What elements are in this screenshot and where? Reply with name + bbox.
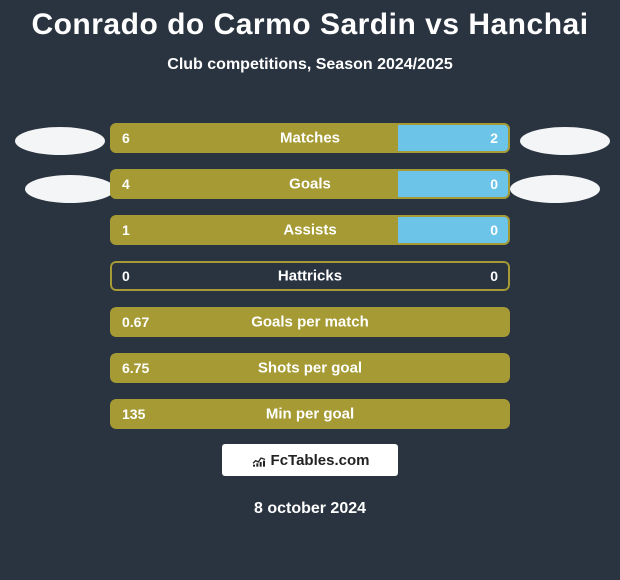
stat-label: Assists	[110, 222, 510, 239]
stat-row: Matches6 2	[110, 123, 510, 153]
stat-label: Matches	[110, 130, 510, 147]
date-label: 8 october 2024	[0, 500, 620, 518]
chart-icon	[251, 452, 267, 468]
player2-logo-1	[520, 127, 610, 155]
stat-value-left: 4	[122, 176, 130, 192]
stat-label: Shots per goal	[110, 360, 510, 377]
stat-row: Min per goal135	[110, 399, 510, 429]
stat-value-left: 0	[122, 268, 130, 284]
stat-label: Hattricks	[110, 268, 510, 285]
stat-row: Shots per goal6.75	[110, 353, 510, 383]
stat-label: Goals per match	[110, 314, 510, 331]
stat-value-left: 1	[122, 222, 130, 238]
stat-row: Assists1 0	[110, 215, 510, 245]
player1-logo-2	[25, 175, 115, 203]
stat-row: Goals4 0	[110, 169, 510, 199]
stat-value-right: 0	[490, 222, 498, 238]
stat-value-left: 0.67	[122, 314, 149, 330]
stat-row: Goals per match0.67	[110, 307, 510, 337]
page-title: Conrado do Carmo Sardin vs Hanchai	[0, 0, 620, 42]
stat-value-left: 135	[122, 406, 145, 422]
attribution-badge: FcTables.com	[222, 444, 398, 476]
stat-value-left: 6.75	[122, 360, 149, 376]
stat-value-left: 6	[122, 130, 130, 146]
stat-label: Goals	[110, 176, 510, 193]
stat-value-right: 2	[490, 130, 498, 146]
comparison-infographic: Conrado do Carmo Sardin vs Hanchai Club …	[0, 0, 620, 580]
subtitle: Club competitions, Season 2024/2025	[0, 56, 620, 74]
stat-row: Hattricks0 0	[110, 261, 510, 291]
stat-label: Min per goal	[110, 406, 510, 423]
attribution-text: FcTables.com	[271, 452, 370, 469]
player1-logo-1	[15, 127, 105, 155]
player2-logo-2	[510, 175, 600, 203]
stat-value-right: 0	[490, 268, 498, 284]
comparison-bars: Matches62Goals40Assists10Hattricks00Goal…	[110, 123, 510, 445]
stat-value-right: 0	[490, 176, 498, 192]
